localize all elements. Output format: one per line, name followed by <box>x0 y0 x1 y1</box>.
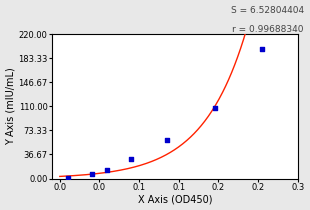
Point <box>105 168 110 172</box>
Point <box>65 176 70 179</box>
Point <box>129 157 134 160</box>
Point <box>89 172 94 176</box>
Point <box>212 106 217 109</box>
Text: S = 6.52804404: S = 6.52804404 <box>231 6 304 15</box>
Y-axis label: Y Axis (mIU/mL): Y Axis (mIU/mL) <box>6 67 16 145</box>
Point <box>164 139 169 142</box>
Point <box>260 47 265 50</box>
Text: r = 0.99688340: r = 0.99688340 <box>232 25 304 34</box>
X-axis label: X Axis (OD450): X Axis (OD450) <box>138 194 212 205</box>
